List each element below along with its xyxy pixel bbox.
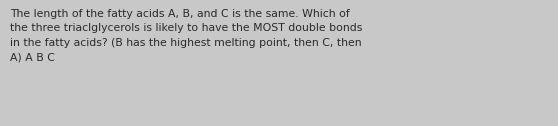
Text: The length of the fatty acids A, B, and C is the same. Which of
the three triacl: The length of the fatty acids A, B, and … — [10, 9, 362, 62]
